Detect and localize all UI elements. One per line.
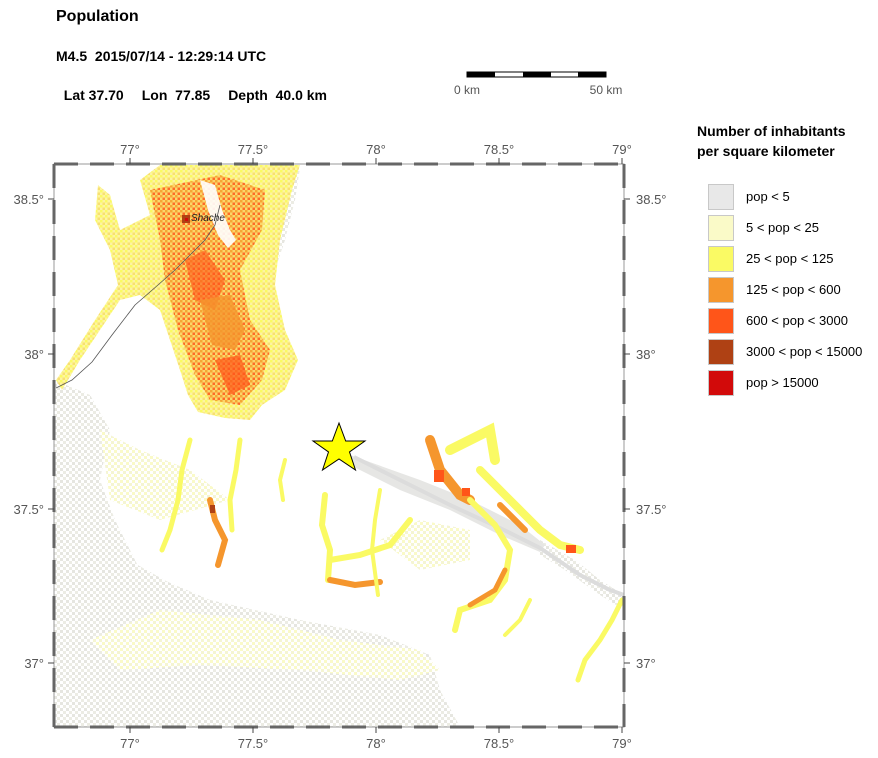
legend-title: Number of inhabitants per square kilomet… (697, 121, 846, 161)
legend-swatch (708, 246, 734, 272)
lon-tick-bottom-2: 78° (366, 736, 386, 751)
lon-tick-top-1: 77.5° (238, 142, 269, 157)
population-layer (54, 165, 624, 727)
legend-item: 5 < pop < 25 (708, 215, 878, 241)
lon-tick-top-2: 78° (366, 142, 386, 157)
lat-tick-right-1: 38° (636, 347, 656, 362)
lon-tick-bottom-4: 79° (612, 736, 632, 751)
lat-tick-right-0: 38.5° (636, 192, 667, 207)
tick-marks (48, 158, 630, 733)
lat-value: Lat 37.70 (63, 87, 124, 103)
lat-tick-right-3: 37° (636, 656, 656, 671)
legend-item: 125 < pop < 600 (708, 277, 878, 303)
legend-item: 3000 < pop < 15000 (708, 339, 878, 365)
legend-item: pop < 5 (708, 184, 878, 210)
lat-tick-left-3: 37° (24, 656, 44, 671)
legend-label: 5 < pop < 25 (746, 220, 820, 235)
legend-label: pop < 5 (746, 189, 790, 204)
legend-swatch (708, 277, 734, 303)
lon-tick-top-0: 77° (120, 142, 140, 157)
star-icon (311, 421, 367, 472)
lon-tick-bottom-3: 78.5° (484, 736, 515, 751)
lon-tick-bottom-1: 77.5° (238, 736, 269, 751)
legend-label: 25 < pop < 125 (746, 251, 834, 266)
event-info: M4.5 2015/07/14 - 12:29:14 UTC (56, 48, 267, 64)
lon-tick-top-3: 78.5° (484, 142, 515, 157)
legend-swatch (708, 215, 734, 241)
legend-label: 3000 < pop < 15000 (746, 344, 863, 359)
legend-label: 125 < pop < 600 (746, 282, 841, 297)
scale-end-label: 50 km (590, 83, 623, 97)
map-border-dashes (52, 162, 626, 729)
depth-value: Depth 40.0 km (228, 87, 328, 103)
legend-label: 600 < pop < 3000 (746, 313, 848, 328)
lon-tick-bottom-0: 77° (120, 736, 140, 751)
legend-swatch (708, 339, 734, 365)
legend-item: 25 < pop < 125 (708, 246, 878, 272)
legend-title-line2: per square kilometer (697, 143, 835, 159)
page-title: Population (56, 8, 139, 25)
legend-item: 600 < pop < 3000 (708, 308, 878, 334)
legend-label: pop > 15000 (746, 375, 819, 390)
legend-title-line1: Number of inhabitants (697, 123, 846, 139)
scale-start-label: 0 km (454, 83, 480, 97)
lon-tick-top-4: 79° (612, 142, 632, 157)
legend-swatch (708, 308, 734, 334)
scale-bar: 0 km 50 km (454, 71, 623, 97)
city-label: Shache (191, 213, 225, 224)
lat-tick-right-2: 37.5° (636, 502, 667, 517)
legend-swatch (708, 184, 734, 210)
legend-item: pop > 15000 (708, 370, 878, 396)
location-info: Lat 37.70 Lon 77.85 Depth 40.0 km (56, 71, 327, 103)
lat-tick-left-2: 37.5° (13, 502, 44, 517)
lat-tick-left-0: 38.5° (13, 192, 44, 207)
legend-swatch (708, 370, 734, 396)
lon-value: Lon 77.85 (141, 87, 211, 103)
lat-tick-left-1: 38° (24, 347, 44, 362)
